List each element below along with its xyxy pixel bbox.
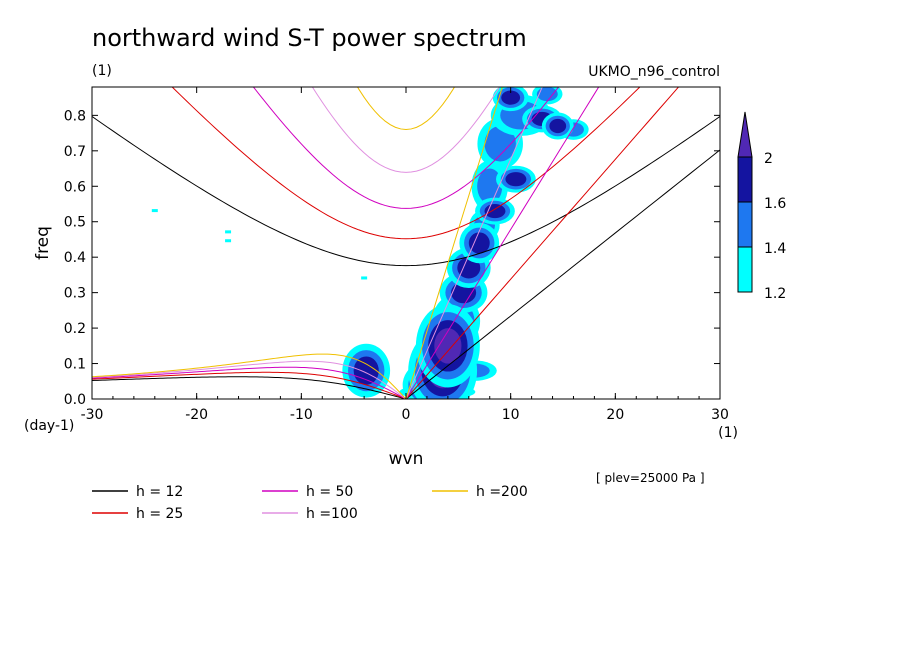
x-axis-units: (1) [718,425,738,441]
curve-ig-50 [252,87,560,209]
colorbar-label-3: 1.2 [764,286,786,302]
chart-subtitle-right: UKMO_n96_control [588,64,720,80]
curve-kelvin-50 [405,87,600,399]
colorbar: 2 1.6 1.4 1.2 [737,111,786,302]
dispersion-curve-layer [92,87,720,399]
colorbar-segment-1 [737,201,753,248]
contour-blob-16-level-1 [484,126,516,162]
contour-speck-3 [361,276,368,280]
plot-area [92,87,720,399]
contour-blob-10-level-2 [501,90,521,105]
x-tick-label-6: 30 [711,407,729,423]
y-tick-label-0: 0.0 [64,392,86,408]
colorbar-segment-2 [737,246,753,293]
contour-layer [151,87,589,399]
x-tick-label-2: -10 [290,407,313,423]
contour-blob-11-level-2 [549,118,567,134]
y-tick-label-1: 0.1 [64,357,86,373]
y-axis: 0.0 0.1 0.2 0.3 0.4 0.5 0.6 0.7 0.8 [64,108,720,408]
colorbar-label-2: 1.4 [764,241,786,257]
x-tick-label-4: 10 [502,407,520,423]
curve-kelvin-100 [405,87,543,399]
x-axis: -30 -20 -10 0 10 20 30 [81,87,729,423]
x-tick-label-3: 0 [402,407,411,423]
colorbar-arrow [737,111,753,158]
curve-rossby-25 [92,371,407,399]
curve-ig-25 [171,87,641,240]
y-tick-label-3: 0.3 [64,286,86,302]
legend-label-4: h =200 [476,484,528,500]
x-tick-label-0: -30 [81,407,104,423]
curve-rossby-200 [92,353,407,399]
contour-blob-6-level-2 [468,232,490,254]
y-tick-label-2: 0.2 [64,321,86,337]
plev-annotation: [ plev=25000 Pa ] [596,471,705,485]
legend-label-3: h =100 [306,506,358,522]
x-tick-label-5: 20 [606,407,624,423]
y-axis-units: (day-1) [24,418,74,434]
contour-blob-15-level-1 [477,168,503,204]
y-tick-label-5: 0.5 [64,215,86,231]
curve-rossby-100 [92,360,407,399]
y-tick-label-6: 0.6 [64,179,86,195]
curve-ig-12 [92,116,720,267]
contour-speck-1 [225,230,232,234]
y-tick-label-7: 0.7 [64,144,86,160]
legend: h = 12 h = 25 h = 50 h =100 h =200 [92,484,528,522]
curve-kelvin-12 [405,149,720,399]
curve-rossby-50 [92,366,407,399]
curve-ig-200 [356,87,456,130]
curve-kelvin-25 [405,87,680,399]
y-tick-label-4: 0.4 [64,250,86,266]
colorbar-segment-0 [737,156,753,203]
y-tick-label-8: 0.8 [64,108,86,124]
legend-label-1: h = 25 [136,506,183,522]
curve-kelvin-200 [405,87,503,399]
legend-label-2: h = 50 [306,484,353,500]
contour-blob-20-level-1 [536,87,558,102]
y-axis-label: freq [33,226,53,260]
contour-blob-8-level-2 [505,172,527,187]
x-tick-label-1: -20 [185,407,208,423]
colorbar-label-1: 1.6 [764,196,786,212]
colorbar-label-0: 2 [764,151,773,167]
chart-subtitle-left: (1) [92,63,112,79]
contour-speck-2 [225,239,232,243]
legend-label-0: h = 12 [136,484,183,500]
curve-rossby-12 [92,376,407,399]
x-axis-label: wvn [389,449,424,469]
chart-title: northward wind S-T power spectrum [92,24,527,52]
contour-blob-12-level-2 [353,356,379,385]
contour-speck-0 [151,209,158,213]
curve-ig-100 [311,87,501,173]
contour-blob-2-level-3 [434,328,462,364]
